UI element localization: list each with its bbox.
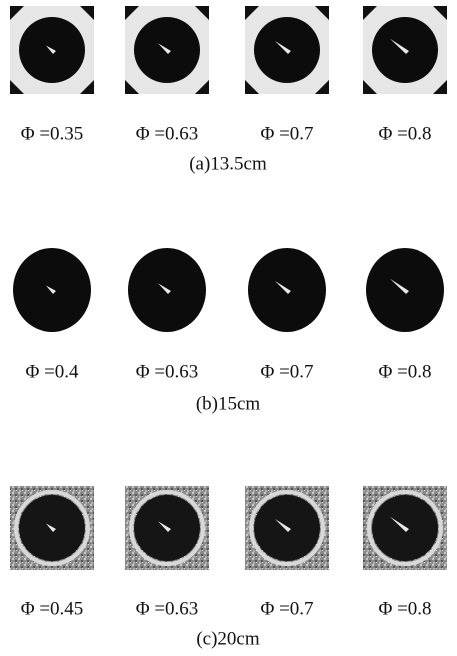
panel-label: Φ =0.7 bbox=[260, 361, 313, 382]
panel-label: Φ =0.63 bbox=[136, 361, 199, 382]
photo bbox=[363, 486, 447, 570]
photo bbox=[10, 6, 94, 94]
photo bbox=[245, 486, 329, 570]
photo bbox=[10, 486, 94, 570]
panel-label: Φ =0.8 bbox=[378, 598, 431, 619]
panel-label: Φ =0.4 bbox=[25, 361, 79, 382]
photo bbox=[245, 6, 329, 94]
figure: Φ =0.35 Φ =0.63 Φ =0.7 Φ =0.8 (a)13.5cm Φ =0.… bbox=[0, 0, 457, 656]
row-caption: (b)15cm bbox=[196, 393, 261, 414]
row-caption: (c)20cm bbox=[196, 628, 260, 649]
photo bbox=[366, 248, 444, 332]
panel-label: Φ =0.45 bbox=[21, 598, 84, 619]
photo bbox=[128, 248, 206, 332]
panel-label: Φ =0.8 bbox=[378, 361, 431, 382]
panel-label: Φ =0.63 bbox=[136, 598, 199, 619]
panel-label: Φ =0.8 bbox=[378, 123, 431, 144]
photo bbox=[13, 248, 91, 332]
photo bbox=[363, 6, 447, 94]
panel-label: Φ =0.35 bbox=[21, 123, 84, 144]
panel-label: Φ =0.7 bbox=[260, 598, 313, 619]
photo bbox=[248, 248, 326, 332]
photo bbox=[125, 486, 209, 570]
row-caption: (a)13.5cm bbox=[189, 153, 267, 174]
panel-label: Φ =0.63 bbox=[136, 123, 199, 144]
panel-label: Φ =0.7 bbox=[260, 123, 313, 144]
photo bbox=[125, 6, 209, 94]
